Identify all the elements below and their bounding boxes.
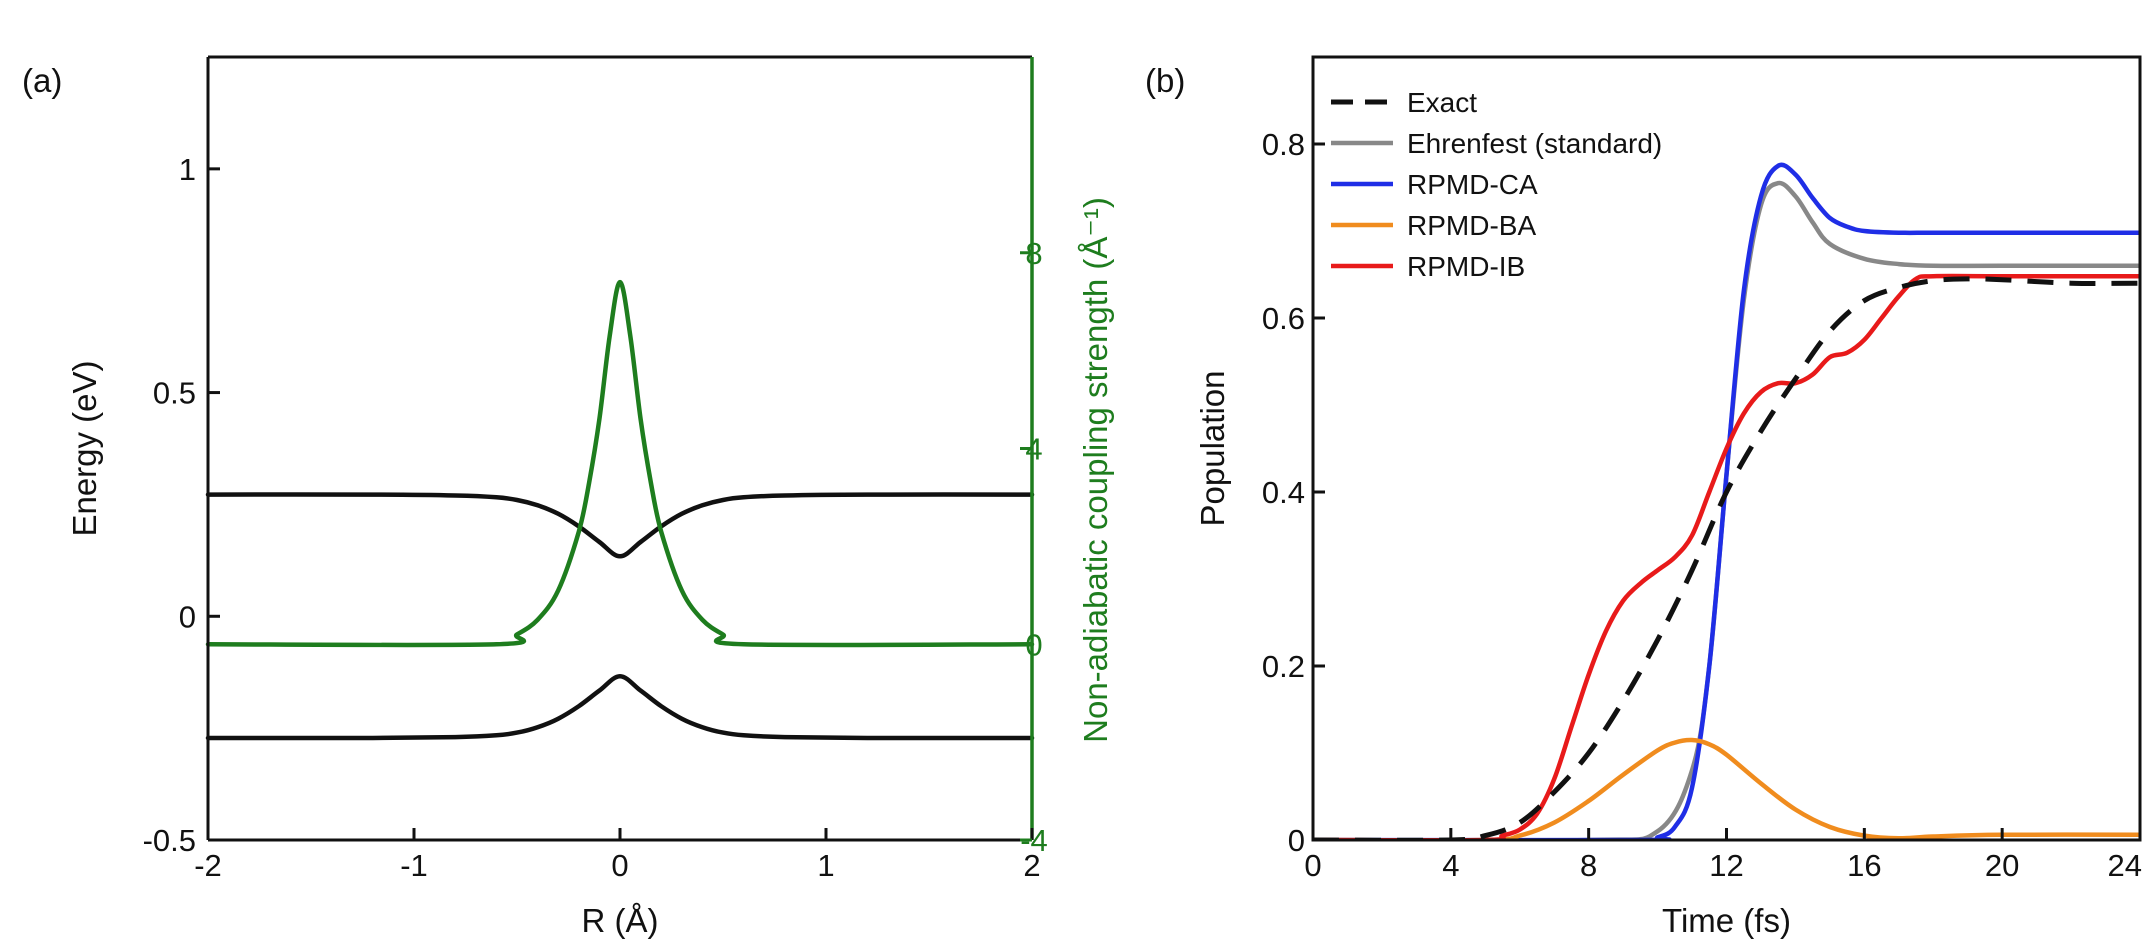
panel-b-legend-label: RPMD-IB [1407, 251, 1525, 282]
panel-a-panel-label: (a) [22, 62, 62, 99]
panel-b-x-tick-label: 12 [1709, 848, 1743, 883]
panel-a-x-tick-label: -1 [400, 848, 428, 883]
panel-a: -2 -1 0 1 2 -0.5 0 0.5 1 -4 0 4 8 R (Å) Energy (eV) Non… [22, 55, 1114, 939]
panel-b-x-tick-label: 8 [1580, 848, 1597, 883]
panel-b-legend-label: Exact [1407, 87, 1477, 118]
panel-b-x-tick-label: 16 [1847, 848, 1881, 883]
panel-b-x-tick-label: 4 [1442, 848, 1459, 883]
panel-b-series-exact [1313, 276, 2140, 840]
panel-b: 0 4 8 12 16 20 24 0 0.2 0.4 0.6 0.8 Exact Ehrenfest (… [1145, 55, 2142, 939]
panel-a-y2-tick-label: 0 [1025, 627, 1042, 662]
panel-a-y-tick-label: 1 [179, 152, 196, 187]
panel-a-y-tick-label: -0.5 [143, 823, 196, 858]
panel-a-y-axis-label: Energy (eV) [66, 360, 103, 536]
panel-a-x-tick-label: 0 [611, 848, 628, 883]
panel-a-y2-tick-label: 8 [1025, 236, 1042, 271]
panel-a-y2-axis-label: Non-adiabatic coupling strength (Å⁻¹) [1077, 197, 1114, 743]
panel-b-x-axis-label: Time (fs) [1662, 902, 1791, 939]
panel-a-x-tick-label: 1 [817, 848, 834, 883]
panel-b-panel-label: (b) [1145, 62, 1185, 99]
panel-a-y-tick-label: 0 [179, 599, 196, 634]
panel-b-legend-label: Ehrenfest (standard) [1407, 128, 1662, 159]
panel-a-x-tick-label: -2 [194, 848, 222, 883]
panel-b-x-tick-label: 20 [1985, 848, 2019, 883]
panel-a-y2-tick-label: -4 [1020, 823, 1048, 858]
panel-b-x-tick-label: 0 [1304, 848, 1321, 883]
panel-a-x-tick-label: 2 [1023, 848, 1040, 883]
panel-a-x-axis-label: R (Å) [582, 902, 659, 939]
panel-b-series-rpmd-ba [1313, 737, 2140, 840]
panel-a-series-1 [205, 673, 1035, 741]
panel-b-series-rpmd-ca [1313, 162, 2140, 840]
panel-b-y-tick-label: 0.2 [1262, 649, 1305, 684]
panel-a-series-2 [205, 279, 1035, 648]
panel-b-y-tick-label: 0.4 [1262, 475, 1305, 510]
panel-b-x-tick-label: 24 [2108, 848, 2142, 883]
panel-b-series-rpmd-ib [1313, 273, 2140, 840]
panel-b-y-tick-label: 0.6 [1262, 301, 1305, 336]
panel-a-y2-tick-label: 4 [1025, 432, 1042, 467]
panel-b-y-tick-label: 0.8 [1262, 127, 1305, 162]
panel-b-y-axis-label: Population [1194, 371, 1231, 527]
panel-a-y-tick-label: 0.5 [153, 376, 196, 411]
panel-b-y-tick-label: 0 [1288, 823, 1305, 858]
panel-b-series-group [1313, 162, 2140, 840]
panel-b-legend-label: RPMD-CA [1407, 169, 1538, 200]
panel-b-legend-label: RPMD-BA [1407, 210, 1536, 241]
panel-a-series-0 [205, 492, 1035, 559]
